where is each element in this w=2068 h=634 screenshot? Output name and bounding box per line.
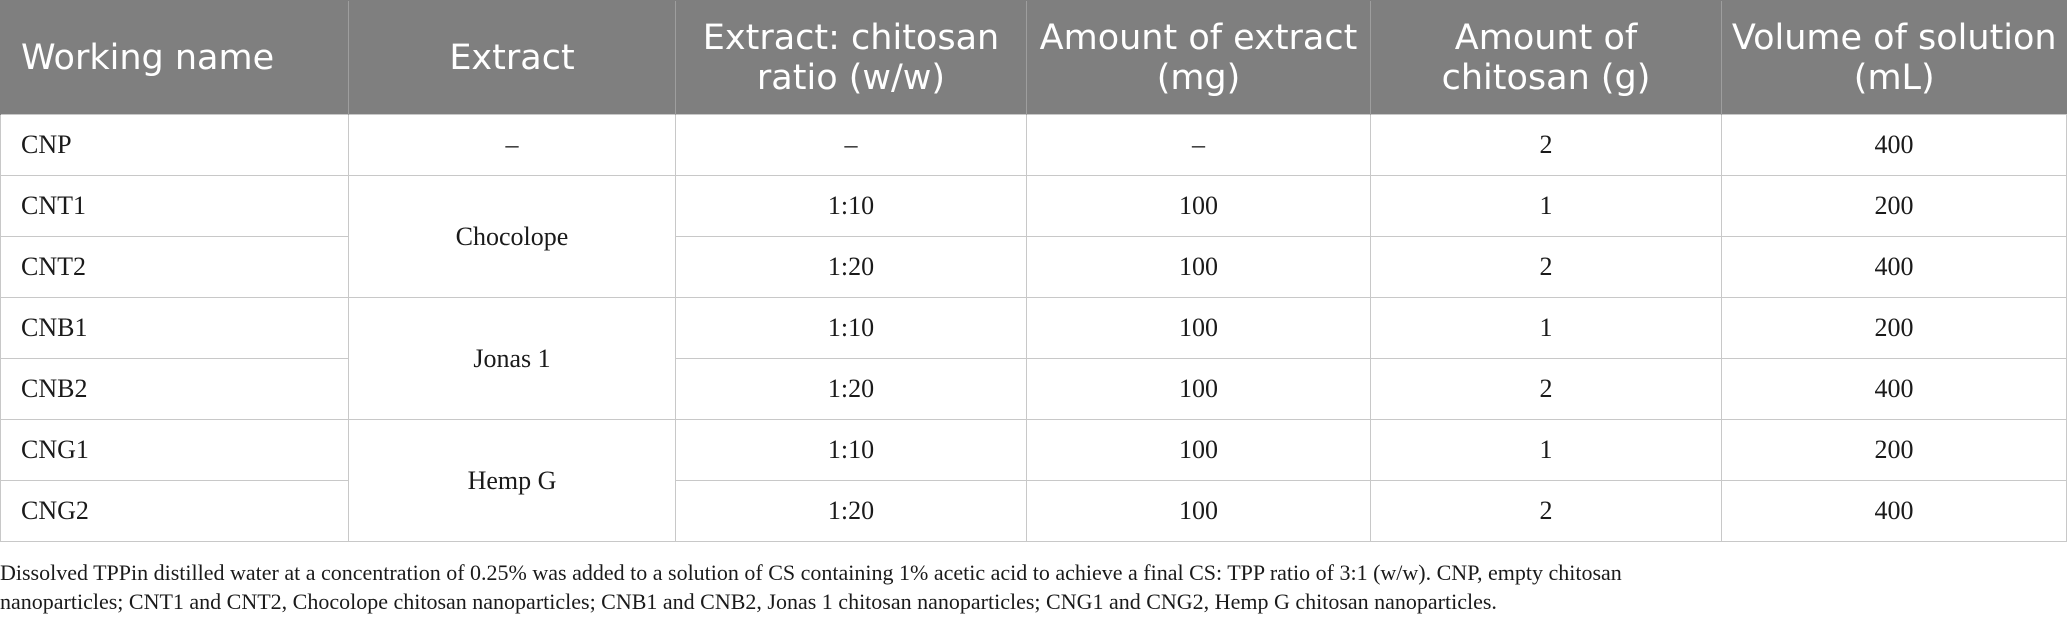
table-footnote: Dissolved TPPin distilled water at a con… xyxy=(0,558,2000,616)
cell-working-name: CNT2 xyxy=(0,236,349,298)
cell-working-name: CNG2 xyxy=(0,480,349,542)
header-amount-extract: Amount of extract (mg) xyxy=(1026,0,1371,115)
cell-amount-extract: – xyxy=(1026,114,1371,176)
cell-ratio: 1:10 xyxy=(675,297,1027,359)
cell-volume: 200 xyxy=(1721,419,2067,481)
table-row: CNG1 Hemp G 1:10 100 1 200 xyxy=(0,419,2067,542)
cell-extract: Hemp G xyxy=(348,419,676,542)
cell-amount-extract: 100 xyxy=(1026,480,1371,542)
header-working-name: Working name xyxy=(0,0,349,115)
table-row: CNT1 Chocolope 1:10 100 1 200 xyxy=(0,175,2067,298)
cell-ratio: 1:10 xyxy=(675,419,1027,481)
cell-amount-chitosan: 1 xyxy=(1370,297,1722,359)
cell-working-name: CNG1 xyxy=(0,419,349,481)
cell-amount-extract: 100 xyxy=(1026,419,1371,481)
table-header-row: Working name Extract Extract: chitosan r… xyxy=(0,0,2067,115)
cell-amount-extract: 100 xyxy=(1026,175,1371,237)
cell-extract: Chocolope xyxy=(348,175,676,298)
table-row: CNG2 1:20 100 2 400 xyxy=(0,480,2067,542)
formulation-table-container: Working name Extract Extract: chitosan r… xyxy=(0,0,2067,542)
cell-ratio: 1:10 xyxy=(675,175,1027,237)
cell-amount-chitosan: 1 xyxy=(1370,419,1722,481)
formulation-table: Working name Extract Extract: chitosan r… xyxy=(0,0,2067,542)
cell-amount-extract: 100 xyxy=(1026,358,1371,420)
cell-volume: 200 xyxy=(1721,175,2067,237)
cell-ratio: – xyxy=(675,114,1027,176)
cell-amount-extract: 100 xyxy=(1026,236,1371,298)
cell-working-name: CNT1 xyxy=(0,175,349,237)
cell-amount-chitosan: 2 xyxy=(1370,114,1722,176)
table-row: CNP – – – 2 400 xyxy=(0,114,2067,176)
cell-extract: – xyxy=(348,114,676,176)
cell-volume: 400 xyxy=(1721,358,2067,420)
table-row: CNT2 1:20 100 2 400 xyxy=(0,236,2067,298)
header-ratio: Extract: chitosan ratio (w/w) xyxy=(675,0,1027,115)
footnote-line-2: nanoparticles; CNT1 and CNT2, Chocolope … xyxy=(0,589,1497,614)
cell-extract: Jonas 1 xyxy=(348,297,676,420)
cell-ratio: 1:20 xyxy=(675,236,1027,298)
header-amount-chitosan: Amount of chitosan (g) xyxy=(1370,0,1722,115)
cell-working-name: CNB1 xyxy=(0,297,349,359)
cell-volume: 400 xyxy=(1721,480,2067,542)
footnote-line-1: Dissolved TPPin distilled water at a con… xyxy=(0,560,1622,585)
cell-working-name: CNP xyxy=(0,114,349,176)
cell-amount-chitosan: 2 xyxy=(1370,358,1722,420)
cell-working-name: CNB2 xyxy=(0,358,349,420)
header-extract: Extract xyxy=(348,0,676,115)
cell-volume: 400 xyxy=(1721,236,2067,298)
cell-amount-chitosan: 1 xyxy=(1370,175,1722,237)
cell-amount-chitosan: 2 xyxy=(1370,236,1722,298)
cell-amount-extract: 100 xyxy=(1026,297,1371,359)
cell-amount-chitosan: 2 xyxy=(1370,480,1722,542)
cell-volume: 400 xyxy=(1721,114,2067,176)
cell-volume: 200 xyxy=(1721,297,2067,359)
cell-ratio: 1:20 xyxy=(675,358,1027,420)
table-row: CNB2 1:20 100 2 400 xyxy=(0,358,2067,420)
header-volume: Volume of solution (mL) xyxy=(1721,0,2067,115)
table-row: CNB1 Jonas 1 1:10 100 1 200 xyxy=(0,297,2067,420)
cell-ratio: 1:20 xyxy=(675,480,1027,542)
